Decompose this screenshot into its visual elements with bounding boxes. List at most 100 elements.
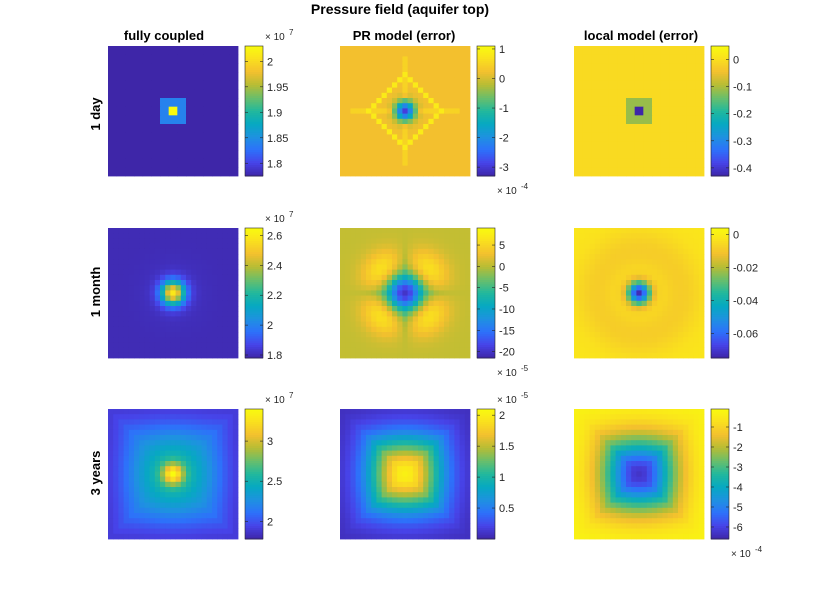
- colorbar-band: [711, 50, 729, 53]
- heatmap-cell: [376, 264, 382, 270]
- heatmap-cell: [444, 347, 450, 354]
- colorbar-band: [477, 441, 495, 445]
- heatmap-cell: [660, 106, 670, 116]
- heatmap-cell: [206, 518, 213, 524]
- heatmap-cell: [652, 290, 658, 296]
- heatmap-cell: [589, 306, 596, 312]
- heatmap-cell: [610, 347, 616, 354]
- heatmap-cell: [128, 435, 135, 441]
- heatmap-cell: [584, 424, 590, 431]
- heatmap-cell: [386, 233, 393, 239]
- colorbar-tick-label: -0.2: [733, 109, 752, 121]
- heatmap-cell: [381, 92, 388, 99]
- colorbar-band: [477, 134, 495, 138]
- heatmap-cell: [386, 254, 393, 260]
- colorbar-band: [477, 415, 495, 419]
- heatmap-cell: [201, 280, 208, 286]
- heatmap-cell: [360, 466, 367, 472]
- heatmap-cell: [459, 352, 466, 359]
- colorbar-band: [245, 417, 263, 421]
- heatmap-cell: [392, 507, 398, 514]
- heatmap-cell: [227, 280, 234, 286]
- heatmap-cell: [459, 466, 466, 472]
- heatmap-cell: [449, 518, 455, 524]
- heatmap-cell: [444, 332, 450, 338]
- heatmap-cell: [418, 295, 424, 302]
- heatmap-cell: [423, 321, 429, 328]
- heatmap-cell: [579, 337, 585, 343]
- heatmap-cell: [636, 290, 642, 296]
- heatmap-cell: [402, 254, 408, 260]
- heatmap-cell: [186, 419, 192, 425]
- heatmap-cell: [392, 533, 398, 540]
- heatmap-cell: [371, 347, 377, 354]
- heatmap-cell: [134, 72, 144, 82]
- colorbar-band: [477, 69, 495, 73]
- colorbar-band: [477, 247, 495, 251]
- heatmap-cell: [438, 533, 445, 540]
- heatmap-cell: [591, 80, 601, 90]
- heatmap-cell: [160, 254, 166, 260]
- heatmap-cell: [381, 103, 388, 109]
- heatmap-cell: [412, 285, 419, 291]
- colorbar-band: [477, 495, 495, 499]
- heatmap-cell: [574, 440, 580, 446]
- heatmap-cell: [160, 481, 166, 488]
- heatmap-cell: [196, 259, 202, 265]
- heatmap-cell: [191, 259, 197, 265]
- heatmap-cell: [196, 238, 202, 244]
- heatmap-cell: [139, 342, 145, 348]
- heatmap-cell: [340, 46, 346, 52]
- heatmap-cell: [459, 264, 466, 270]
- heatmap-cell: [433, 56, 440, 62]
- colorbar-band: [711, 108, 729, 112]
- heatmap-cell: [444, 513, 450, 519]
- heatmap-cell: [449, 409, 455, 415]
- heatmap-cell: [360, 326, 367, 333]
- heatmap-cell: [203, 150, 213, 160]
- heatmap-cell: [201, 347, 208, 354]
- heatmap-cell: [423, 98, 429, 104]
- heatmap-cell: [594, 311, 601, 317]
- colorbar-band: [477, 158, 495, 162]
- heatmap-cell: [232, 332, 239, 338]
- heatmap-cell: [201, 518, 208, 524]
- heatmap-cell: [201, 502, 208, 509]
- heatmap-cell: [397, 461, 403, 467]
- heatmap-cell: [412, 513, 419, 519]
- heatmap-cell: [386, 414, 393, 420]
- heatmap-cell: [438, 440, 445, 446]
- heatmap-cell: [201, 435, 208, 441]
- heatmap-cell: [123, 409, 130, 415]
- heatmap-cell: [175, 466, 182, 472]
- heatmap-cell: [345, 92, 351, 99]
- heatmap-cell: [428, 87, 434, 94]
- heatmap-cell: [579, 321, 585, 328]
- heatmap-cell: [423, 419, 429, 425]
- heatmap-cell: [149, 295, 156, 302]
- heatmap-cell: [433, 238, 440, 244]
- heatmap-cell: [108, 518, 114, 524]
- heatmap-cell: [412, 51, 419, 57]
- heatmap-cell: [170, 471, 176, 477]
- heatmap-cell: [459, 513, 466, 519]
- heatmap-cell: [683, 280, 689, 286]
- heatmap-cell: [355, 66, 362, 73]
- colorbar-band: [245, 295, 263, 298]
- heatmap-cell: [113, 306, 119, 312]
- heatmap-cell: [449, 311, 455, 317]
- heatmap-cell: [345, 51, 351, 57]
- colorbar-tick-label: 1.85: [267, 133, 288, 145]
- heatmap-cell: [418, 77, 424, 83]
- colorbar-band: [477, 443, 495, 447]
- heatmap-cell: [175, 471, 182, 477]
- heatmap-cell: [582, 106, 592, 116]
- heatmap-cell: [397, 455, 403, 462]
- heatmap-cell: [154, 280, 161, 286]
- heatmap-cell: [454, 139, 460, 146]
- heatmap-cell: [165, 290, 171, 296]
- heatmap-cell: [222, 311, 228, 317]
- heatmap-cell: [108, 167, 118, 177]
- heatmap-cell: [620, 248, 627, 255]
- heatmap-cell: [574, 106, 584, 116]
